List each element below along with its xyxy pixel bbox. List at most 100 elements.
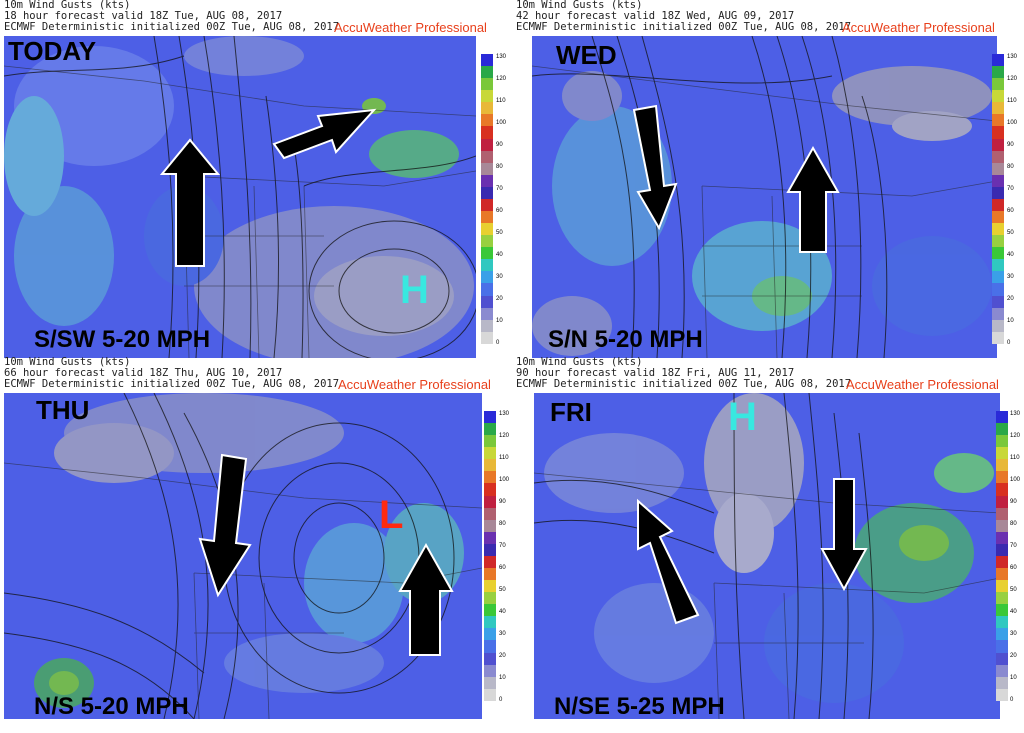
colorbar-segment <box>481 150 493 163</box>
colorbar-tick-label: 0 <box>496 340 500 346</box>
brand-label: AccuWeather Professional <box>338 377 491 392</box>
colorbar-tick-label: 120 <box>1010 433 1021 439</box>
colorbar-segment <box>992 90 1004 103</box>
day-label: WED <box>556 40 617 70</box>
colorbar-tick-label: 20 <box>496 296 503 302</box>
colorbar-segment <box>481 295 493 308</box>
panel-header-init: ECMWF Deterministic initialized 00Z Tue,… <box>4 378 340 390</box>
colorbar-segment <box>992 186 1004 199</box>
colorbar-segment <box>992 162 1004 175</box>
colorbar-tick-label: 60 <box>1010 565 1017 571</box>
colorbar-segment <box>992 211 1004 224</box>
colorbar-tick-label: 130 <box>499 411 510 417</box>
colorbar-segment <box>992 235 1004 248</box>
colorbar-segment <box>996 664 1008 677</box>
colorbar-segment <box>484 459 496 472</box>
colorbar-segment <box>481 186 493 199</box>
wind-arrow-south <box>820 478 868 592</box>
colorbar-tick-label: 110 <box>496 98 506 104</box>
pressure-center-high: H <box>400 268 429 312</box>
wind-arrow-north <box>159 138 221 267</box>
colorbar-segment <box>484 471 496 484</box>
colorbar-tick-label: 110 <box>1007 98 1017 104</box>
colorbar-tick-label: 10 <box>1010 675 1017 681</box>
colorbar-segment <box>481 114 493 127</box>
colorbar-segment <box>992 331 1004 344</box>
colorbar-segment <box>484 543 496 556</box>
colorbar-segment <box>484 616 496 629</box>
day-label: THU <box>36 395 90 425</box>
wind-gust-map <box>532 36 997 358</box>
colorbar-tick-label: 90 <box>1010 499 1017 505</box>
colorbar-segment <box>996 411 1008 424</box>
colorbar-segment <box>992 114 1004 127</box>
colorbar-segment <box>481 66 493 79</box>
colorbar-segment <box>996 616 1008 629</box>
colorbar-segment <box>481 54 493 67</box>
colorbar <box>992 54 1004 344</box>
colorbar-tick-label: 40 <box>496 252 503 258</box>
colorbar-tick-label: 20 <box>1007 296 1014 302</box>
colorbar-tick-label: 90 <box>496 142 503 148</box>
day-label: TODAY <box>8 36 97 66</box>
colorbar-tick-label: 70 <box>1007 186 1014 192</box>
colorbar-segment <box>484 531 496 544</box>
colorbar-segment <box>996 483 1008 496</box>
panel-fri: 10m Wind Gusts (kts) 90 hour forecast va… <box>512 357 1024 723</box>
colorbar-segment <box>992 295 1004 308</box>
colorbar-segment <box>484 568 496 581</box>
colorbar-tick-label: 130 <box>496 54 507 60</box>
wind-speed-label: N/SE 5-25 MPH <box>554 693 725 720</box>
colorbar <box>484 411 496 701</box>
colorbar-segment <box>484 435 496 448</box>
colorbar-tick-label: 120 <box>1007 76 1018 82</box>
colorbar-segment <box>996 652 1008 665</box>
colorbar-tick-label: 90 <box>499 499 506 505</box>
day-label: FRI <box>550 397 592 427</box>
colorbar-segment <box>481 259 493 272</box>
colorbar-tick-label: 60 <box>496 208 503 214</box>
colorbar-tick-label: 130 <box>1007 54 1018 60</box>
colorbar-segment <box>481 78 493 91</box>
colorbar-segment <box>992 150 1004 163</box>
colorbar-segment <box>996 471 1008 484</box>
colorbar-tick-label: 30 <box>496 274 503 280</box>
colorbar-segment <box>481 162 493 175</box>
colorbar-segment <box>992 78 1004 91</box>
colorbar-segment <box>481 90 493 103</box>
colorbar-segment <box>996 580 1008 593</box>
brand-label: AccuWeather Professional <box>846 377 999 392</box>
colorbar-tick-label: 120 <box>496 76 507 82</box>
panel-header-title: 10m Wind Gusts (kts) <box>4 0 131 11</box>
wind-arrow-south <box>198 453 252 598</box>
colorbar-segment <box>484 664 496 677</box>
colorbar-segment <box>484 592 496 605</box>
wind-arrow-northwest <box>637 498 700 625</box>
colorbar-tick-label: 80 <box>496 164 503 170</box>
wind-arrow-north <box>786 145 840 253</box>
colorbar-segment <box>484 495 496 508</box>
wind-gust-map <box>4 393 482 719</box>
colorbar-tick-label: 80 <box>1007 164 1014 170</box>
colorbar-segment <box>992 102 1004 115</box>
wind-speed-label: N/S 5-20 MPH <box>34 693 189 720</box>
colorbar-tick-label: 130 <box>1010 411 1021 417</box>
colorbar-segment <box>484 604 496 617</box>
colorbar-segment <box>992 66 1004 79</box>
wind-arrows <box>637 478 868 625</box>
colorbar-segment <box>996 495 1008 508</box>
colorbar-segment <box>992 174 1004 187</box>
pressure-center-high: H <box>728 395 757 439</box>
panel-header-valid: 18 hour forecast valid 18Z Tue, AUG 08, … <box>4 10 283 22</box>
panel-thu: 10m Wind Gusts (kts) 66 hour forecast va… <box>0 357 512 723</box>
brand-label: AccuWeather Professional <box>842 20 995 35</box>
panel-header-init: ECMWF Deterministic initialized 00Z Tue,… <box>4 21 340 33</box>
colorbar-segment <box>484 507 496 520</box>
colorbar-tick-label: 70 <box>1010 543 1017 549</box>
colorbar-segment <box>996 435 1008 448</box>
colorbar-segment <box>992 126 1004 139</box>
colorbar-tick-label: 30 <box>499 631 506 637</box>
colorbar-ticks: 130 120 110 100 90 80 70 60 50 40 30 20 10 0 <box>499 411 521 703</box>
colorbar-tick-label: 40 <box>1007 252 1014 258</box>
wind-arrow-north <box>398 542 454 656</box>
